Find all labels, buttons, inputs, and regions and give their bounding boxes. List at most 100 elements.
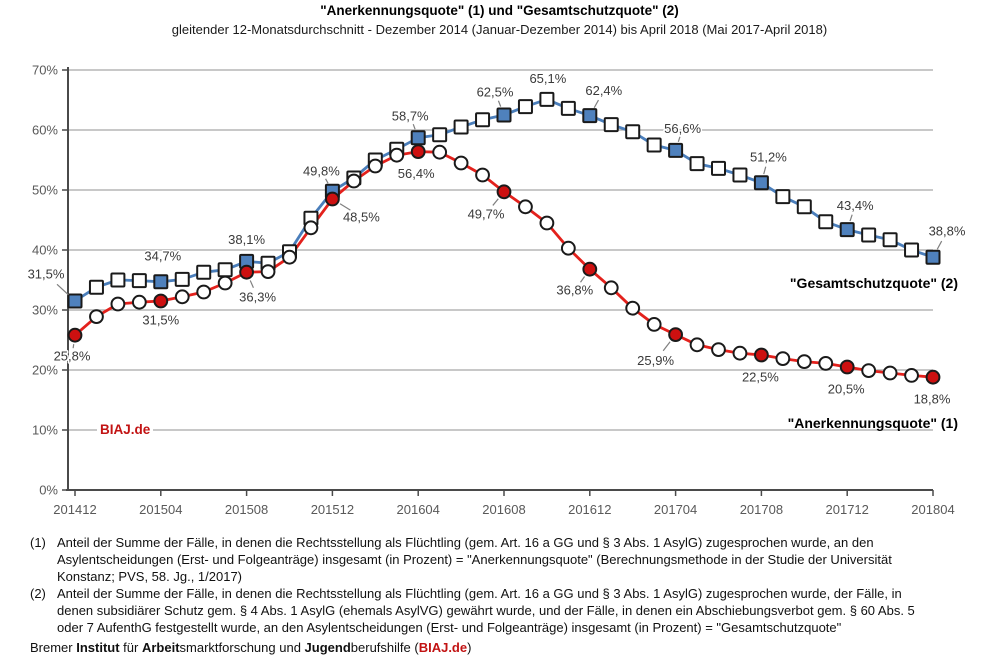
x-tick-label: 201712: [826, 502, 869, 517]
label-leader: [580, 276, 586, 283]
marker-circle: [839, 359, 855, 375]
marker-circle: [603, 280, 619, 296]
marker-square: [517, 99, 533, 115]
marker-circle: [754, 347, 769, 363]
data-label: 31,5%: [28, 267, 65, 282]
marker-square: [67, 293, 83, 309]
data-label: 31,5%: [142, 313, 179, 328]
footnote-1: (1) Anteil der Summe der Fälle, in denen …: [30, 534, 982, 585]
line-chart: 0% 10% 20% 30% 40% 50% 60% 70% 201412 201504 20150…: [26, 63, 967, 518]
marker-circle: [904, 368, 919, 383]
label-leader: [763, 166, 767, 175]
data-label: 36,3%: [239, 290, 276, 305]
marker-square: [839, 222, 855, 238]
label-leader: [56, 283, 69, 296]
marker-circle: [582, 261, 598, 277]
marker-circle: [646, 317, 662, 332]
y-tick-label: 50%: [32, 183, 58, 198]
marker-circle: [496, 184, 512, 200]
data-label: 36,8%: [556, 283, 593, 298]
marker-square: [496, 107, 512, 123]
marker-circle: [239, 264, 255, 280]
data-label: 20,5%: [828, 382, 865, 397]
marker-square: [904, 242, 920, 258]
marker-circle: [389, 147, 405, 163]
label-leader: [249, 280, 254, 288]
y-tick-label: 70%: [32, 63, 58, 78]
data-label: 25,8%: [54, 349, 91, 364]
credit-segment: Jugend: [304, 640, 351, 655]
marker-square: [861, 227, 877, 243]
marker-circle: [325, 191, 340, 207]
credit-segment: Institut: [76, 640, 120, 655]
marker-circle: [131, 294, 147, 310]
credit-segment: smarktforschung und: [179, 640, 305, 655]
label-leader: [412, 123, 416, 130]
marker-circle: [818, 356, 834, 371]
footnote-text: Anteil der Summe der Fälle, in denen die…: [57, 535, 892, 584]
credit-segment: Bremer: [30, 640, 77, 655]
marker-square: [110, 272, 126, 288]
marker-square: [603, 117, 619, 133]
marker-circle: [925, 369, 941, 385]
marker-circle: [732, 345, 748, 361]
credit-line: Bremer Institut für Arbeitsmarktforschun…: [30, 639, 982, 656]
marker-circle: [668, 327, 683, 343]
marker-circle: [539, 215, 555, 231]
marker-circle: [174, 289, 190, 305]
marker-circle: [775, 351, 791, 367]
x-tick-label: 201604: [397, 502, 440, 517]
marker-circle: [475, 167, 490, 183]
label-leader: [339, 203, 351, 211]
marker-circle: [560, 240, 576, 256]
marker-square: [410, 130, 426, 146]
marker-square: [753, 175, 769, 191]
series-label-anerkennungsquote: "Anerkennungsquote" (1): [787, 415, 958, 431]
credit-segment: für: [119, 640, 142, 655]
footnote-marker: (1): [30, 535, 46, 550]
marker-square: [131, 273, 147, 289]
data-label: 49,7%: [468, 206, 505, 221]
marker-circle: [282, 249, 297, 265]
marker-circle: [367, 158, 383, 174]
marker-circle: [410, 144, 426, 160]
y-tick-label: 40%: [32, 243, 58, 258]
data-label: 58,7%: [392, 108, 429, 123]
data-label: 34,7%: [144, 248, 181, 263]
data-label: 49,8%: [303, 164, 340, 179]
data-label: 25,9%: [637, 353, 674, 368]
y-tick-label: 30%: [32, 303, 58, 318]
footnote-text: Anteil der Summe der Fälle, in denen die…: [57, 586, 915, 635]
data-label: 43,4%: [837, 198, 874, 213]
label-leader: [325, 178, 329, 184]
data-label: 56,4%: [398, 166, 435, 181]
marker-square: [711, 160, 726, 176]
marker-square: [475, 112, 491, 128]
y-tick-label: 20%: [32, 363, 58, 378]
x-tick-label: 201608: [482, 502, 525, 517]
x-tick-label: 201504: [139, 502, 182, 517]
credit-segment: ): [467, 640, 472, 655]
marker-square: [217, 262, 233, 278]
x-tick-label: 201804: [911, 502, 954, 517]
credit-biaj-link: BIAJ.de: [418, 640, 468, 655]
marker-circle: [153, 293, 169, 309]
marker-circle: [453, 155, 469, 171]
marker-square: [625, 124, 641, 140]
label-leader: [497, 100, 502, 107]
marker-square: [88, 279, 104, 295]
x-tick-label: 201704: [654, 502, 697, 517]
series-label-gesamtschutzquote: "Gesamtschutzquote" (2): [789, 275, 958, 291]
label-leader: [849, 214, 853, 222]
data-label: 18,8%: [914, 392, 951, 407]
chart-subtitle: gleitender 12-Monatsdurchschnitt - Dezem…: [171, 22, 828, 37]
y-tick-label: 10%: [32, 423, 58, 438]
label-leader: [72, 344, 75, 349]
data-label: 65,1%: [529, 71, 566, 86]
marker-square: [582, 108, 598, 124]
marker-circle: [196, 284, 212, 300]
marker-circle: [796, 354, 812, 370]
marker-circle: [303, 220, 319, 236]
marker-square: [432, 127, 448, 143]
